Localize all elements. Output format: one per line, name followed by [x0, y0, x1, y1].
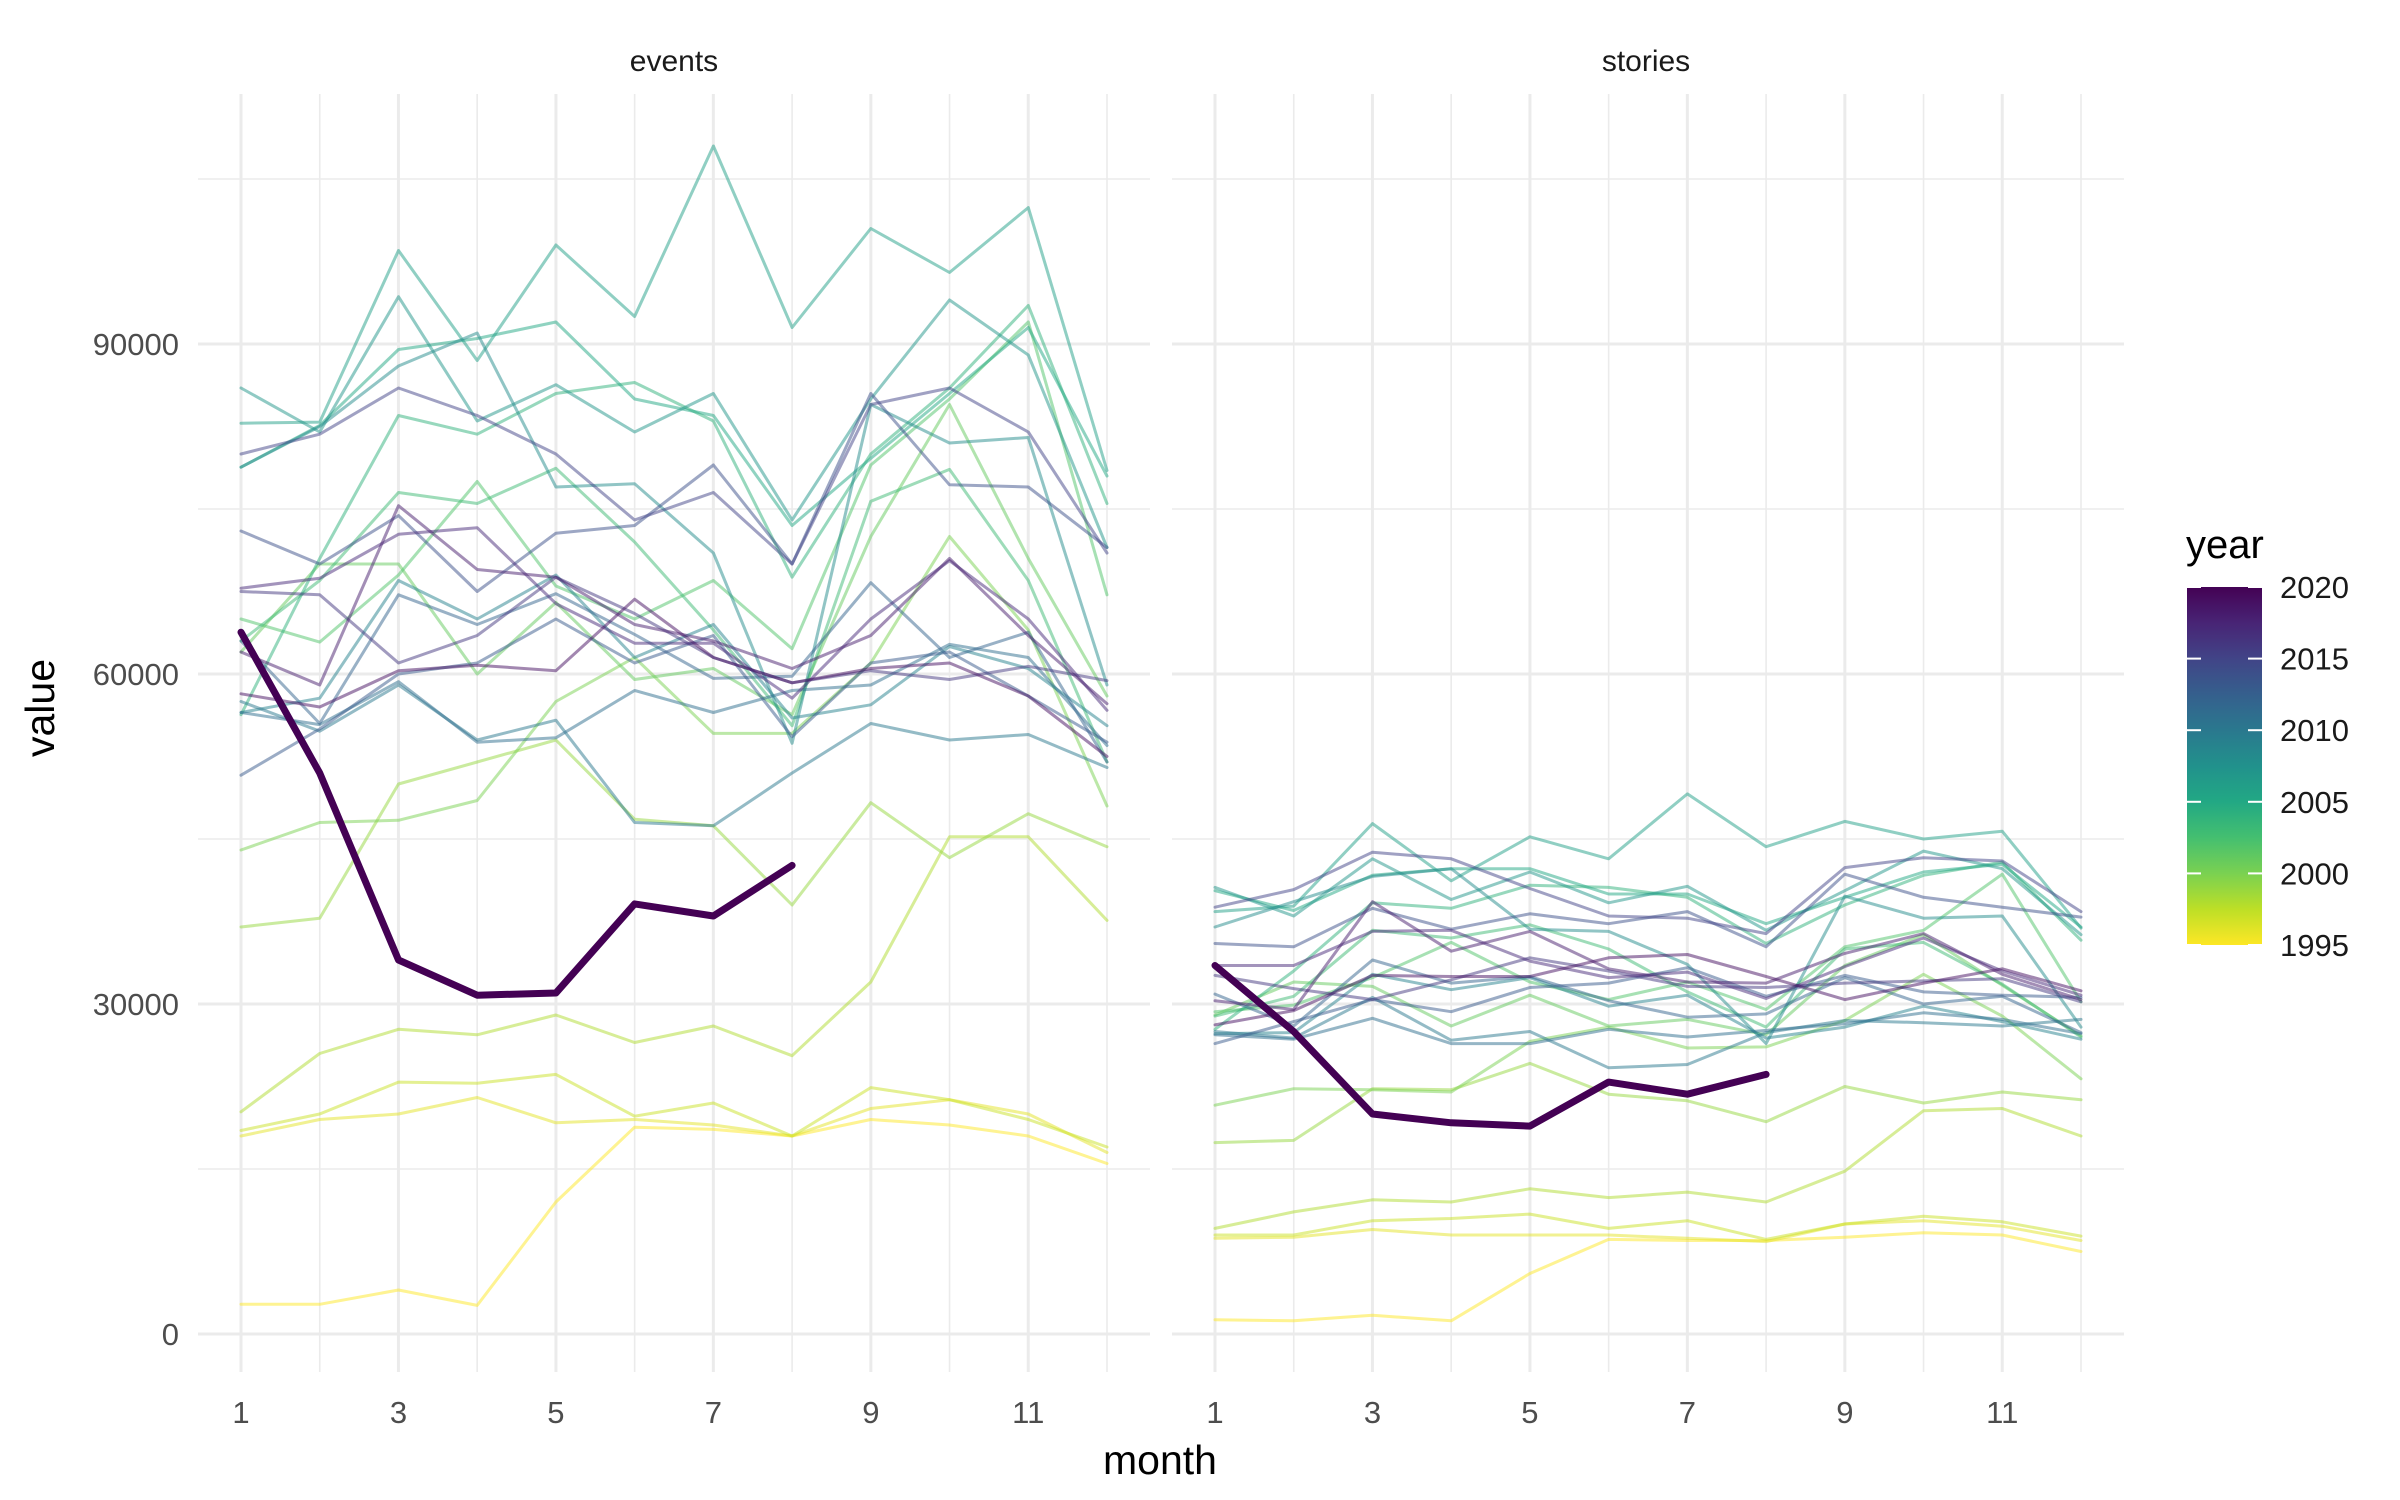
y-tick-label: 90000: [93, 327, 179, 362]
series-line-events-2015: [239, 386, 1109, 566]
series-line-stories-2016: [1213, 956, 2083, 1004]
series-line-events-2016: [239, 575, 1109, 685]
series-line-events-2010: [239, 683, 1109, 828]
x-tick-label: 3: [390, 1395, 407, 1430]
series-line-events-2002: [239, 320, 1109, 651]
x-tick-label: 11: [1012, 1395, 1044, 1430]
series-line-events-2003: [239, 466, 1109, 764]
y-tick-label: 0: [162, 1317, 179, 1352]
series-line-events-2001: [239, 403, 1109, 717]
series-line-stories-2011: [1213, 1011, 2083, 1046]
series-line-stories-2015: [1213, 850, 2083, 936]
series-line-stories-2007: [1213, 849, 2083, 937]
x-tick-labels-stories: 1 3 5 7 9 11: [1206, 1395, 2018, 1430]
series-line-events-2005: [239, 320, 1109, 527]
series-line-stories-2018: [1213, 900, 2083, 1011]
series-line-stories-2012: [1213, 958, 2083, 1035]
series-line-events-1997: [239, 1072, 1109, 1149]
x-tick-label: 7: [1679, 1395, 1696, 1430]
series-line-events-2008: [239, 331, 1109, 745]
legend-tick-label: 2015: [2280, 642, 2349, 677]
series-line-events-2018: [239, 504, 1109, 706]
panel-stories: stories 1 3 5 7 9 11: [1172, 45, 2124, 1430]
x-tick-labels-events: 1 3 5 7 9 11: [232, 1395, 1044, 1430]
y-tick-label: 30000: [93, 987, 179, 1022]
x-tick-label: 3: [1364, 1395, 1381, 1430]
x-tick-label: 11: [1986, 1395, 2018, 1430]
legend-tick-label: 2020: [2280, 570, 2349, 605]
series-line-events-2011: [239, 642, 1109, 747]
legend-tick-label: 2005: [2280, 785, 2349, 820]
x-tick-label: 5: [547, 1395, 564, 1430]
legend-title: year: [2186, 523, 2264, 567]
y-axis-title: value: [17, 659, 63, 757]
panel-events: events 1 3 5 7 9 11: [198, 45, 1150, 1430]
series-line-stories-2019: [1213, 953, 2083, 1027]
legend-tick-label: 2000: [2280, 856, 2349, 891]
legend-tick-label: 2010: [2280, 713, 2349, 748]
lines-stories: [1211, 792, 2083, 1323]
series-line-events-2009: [239, 573, 1109, 728]
series-line-stories-2003: [1213, 923, 2083, 1039]
legend: year 1995 2000 2005 2010 2015 2020: [2186, 523, 2349, 963]
series-line-events-2020: [237, 628, 796, 999]
lines-events: [237, 144, 1109, 1307]
series-line-stories-1996: [1213, 1219, 2083, 1244]
series-line-events-2000: [239, 535, 1109, 852]
x-tick-label: 9: [862, 1395, 879, 1430]
series-line-stories-1999: [1213, 1061, 2083, 1145]
series-line-events-1998: [239, 835, 1109, 1114]
series-line-stories-2009: [1213, 972, 2083, 1041]
x-tick-label: 9: [1836, 1395, 1853, 1430]
series-line-events-2012: [239, 581, 1109, 764]
series-line-events-2004: [239, 304, 1109, 717]
x-axis-title: month: [1103, 1437, 1217, 1483]
x-tick-label: 1: [1206, 1395, 1223, 1430]
series-line-stories-2006: [1213, 792, 2083, 930]
series-line-events-2006: [239, 144, 1109, 472]
series-line-stories-1998: [1213, 1107, 2083, 1230]
x-tick-label: 7: [705, 1395, 722, 1430]
x-tick-label: 1: [232, 1395, 249, 1430]
series-line-stories-1997: [1213, 1212, 2083, 1241]
legend-colorbar: [2187, 587, 2262, 945]
grid-stories: [1172, 94, 2124, 1372]
x-tick-label: 5: [1521, 1395, 1538, 1430]
series-line-stories-1995: [1213, 1231, 2083, 1323]
panel-title-stories: stories: [1602, 45, 1690, 78]
series-line-events-2019: [239, 597, 1109, 758]
panel-title-events: events: [630, 45, 718, 78]
series-line-events-2014: [239, 392, 1109, 593]
series-line-events-2007: [239, 295, 1109, 549]
series-line-stories-2020: [1211, 962, 1770, 1130]
series-line-events-2013: [239, 617, 1109, 777]
y-tick-label: 60000: [93, 657, 179, 692]
series-line-events-1995: [239, 1118, 1109, 1307]
legend-tick-label: 1995: [2280, 928, 2349, 963]
series-line-stories-2008: [1213, 867, 2083, 1046]
y-tick-labels: 0 30000 60000 90000: [93, 327, 179, 1352]
series-line-events-1999: [239, 738, 1109, 929]
legend-ticks: 1995 2000 2005 2010 2015 2020: [2187, 570, 2349, 963]
grid-events: [198, 94, 1150, 1372]
